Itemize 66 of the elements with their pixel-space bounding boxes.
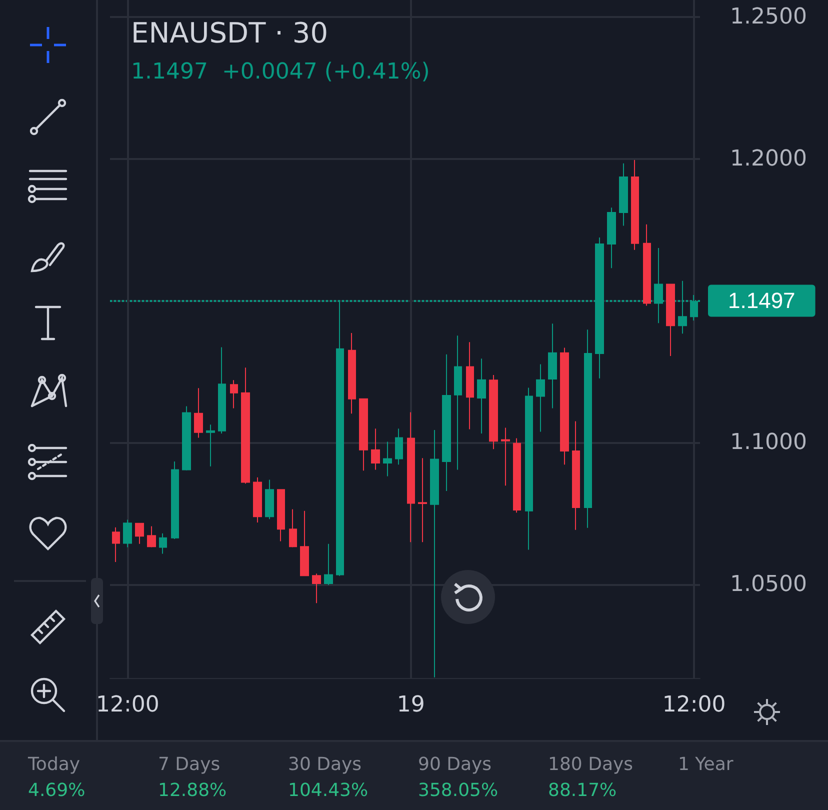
candlestick [253, 476, 262, 524]
candlestick [643, 224, 651, 306]
candlestick [230, 380, 238, 409]
text: 30 Days [288, 753, 363, 777]
x-tick-label: 19 [396, 692, 425, 718]
ref-line-label: 1.1497 [728, 288, 796, 314]
candlestick [194, 388, 203, 438]
candlestick [289, 508, 297, 548]
y-tick-label: 1.1000 [730, 430, 807, 456]
candlestick [265, 479, 274, 520]
candlestick [572, 420, 580, 530]
candlestick [241, 367, 250, 484]
x-tick-label: 12:00 [96, 692, 160, 718]
candlestick [395, 428, 403, 466]
candlestick [501, 427, 510, 486]
candlestick [489, 374, 498, 450]
candlestick [477, 358, 486, 434]
candlestick [348, 332, 356, 414]
candlestick [300, 510, 309, 576]
candlestick [206, 424, 215, 467]
candlestick [584, 329, 592, 528]
candlestick [607, 207, 616, 269]
candlestick [324, 543, 333, 586]
text: 90 Days [418, 753, 493, 777]
candlestick [112, 526, 120, 562]
y-tick-label: 1.0500 [730, 572, 807, 597]
candlestick [218, 346, 226, 434]
text: Today [28, 753, 82, 777]
candlestick [442, 354, 451, 492]
candlestick [536, 364, 545, 432]
candlestick [383, 441, 392, 477]
candlestick [418, 458, 427, 543]
candlestick [430, 430, 439, 678]
text: 7 Days [158, 753, 222, 777]
candlestick [619, 162, 628, 226]
candlestick [560, 347, 569, 466]
y-tick-label: 1.2500 [730, 4, 807, 30]
candlestick [182, 406, 191, 471]
candlestick [159, 532, 167, 554]
candlestick [359, 398, 368, 472]
candlestick [371, 428, 380, 470]
text: 1 Year [678, 753, 734, 777]
candlestick [277, 489, 285, 542]
text: 88.17% [548, 779, 618, 803]
candlestick [454, 335, 462, 470]
candlestick [513, 438, 521, 514]
candlestick [135, 522, 144, 544]
candlestick [171, 461, 179, 540]
text: 358.05% [418, 779, 498, 803]
text: 104.43% [288, 779, 368, 803]
candlestick [631, 159, 639, 250]
candlestick [123, 519, 132, 548]
candlestick [666, 284, 675, 357]
text: 1.1497 +0.0047 (+0.41%) [131, 60, 430, 84]
y-tick-label: 1.2000 [730, 146, 807, 172]
text: 4.69% [28, 779, 86, 803]
x-tick-label: 12:00 [662, 692, 726, 718]
text: 12.88% [158, 779, 227, 803]
candlestick [407, 412, 415, 543]
candlestick [312, 573, 321, 604]
text: 180 Days [548, 753, 633, 777]
candlestick [147, 526, 156, 548]
text: ENAUSDT · 30 [131, 16, 328, 50]
candlestick [466, 342, 474, 430]
candlestick [525, 387, 533, 550]
candlestick [548, 323, 557, 409]
